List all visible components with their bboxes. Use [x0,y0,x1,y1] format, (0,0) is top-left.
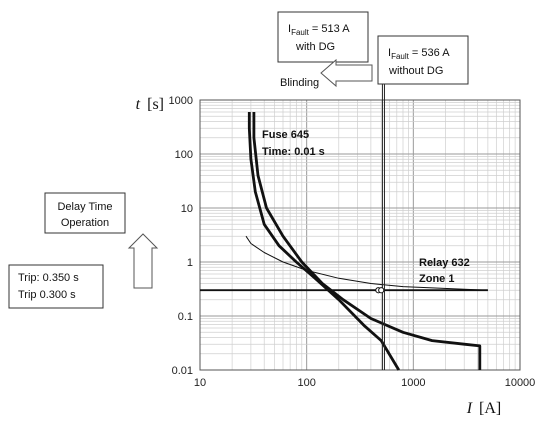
x-axis-title: I [A] [466,400,502,417]
series-fuse-boundary-2 [247,112,401,371]
delay-time-box: Delay Time Operation [44,192,126,234]
fault-label-without-dg-value: = 536 A [409,47,450,59]
fault-label-with-dg-subscript: Fault [291,28,310,37]
x-tick-label: 10 [194,377,206,389]
series-relay-632-zone-1 [245,235,488,291]
intersection-point [378,287,385,294]
trip-line1: Trip: 0.350 s [18,272,79,284]
y-tick-labels: 0.01 0.1 1 10 100 1000 [169,95,193,377]
relay-label: Relay 632 [419,257,470,269]
x-tick-label: 100 [297,377,315,389]
y-tick-label: 10 [181,203,193,215]
x-tick-labels: 10 100 1000 10000 [194,377,535,389]
y-tick-label: 100 [175,149,193,161]
delay-time-line1: Delay Time [57,201,112,213]
trip-box: Trip: 0.350 s Trip 0.300 s [8,264,104,309]
y-tick-label: 0.1 [178,311,193,323]
y-axis-title: t [s] [136,96,164,113]
delay-time-line2: Operation [61,217,109,229]
fault-label-with-dg-value: = 513 A [309,23,350,35]
fault-label-without-dg-line2: without DG [388,65,443,77]
fault-label-without-dg: IFault = 536 A without DG [377,35,469,85]
svg-text:IFault = 536 A: IFault = 536 A [388,47,450,61]
y-axis-symbol: t [136,96,141,113]
fault-label-with-dg: IFault = 513 A with DG [277,11,369,63]
blinding-arrow [320,58,373,88]
grid [200,100,520,370]
y-tick-label: 1 [187,257,193,269]
trip-line2: Trip 0.300 s [18,289,76,301]
fuse-label: Fuse 645 [262,129,309,141]
series-fuse-boundary-1 [252,112,482,370]
svg-text:IFault = 513 A: IFault = 513 A [288,23,350,37]
relay-zone-label: Zone 1 [419,273,454,285]
fault-label-without-dg-subscript: Fault [391,52,410,61]
marker-group [375,62,385,370]
x-tick-label: 1000 [401,377,425,389]
x-tick-label: 10000 [505,377,536,389]
y-tick-label: 0.01 [172,365,193,377]
fault-label-with-dg-line2: with DG [295,41,335,53]
plot-frame [199,99,521,371]
fault-label-without-dg-symbol: I [388,47,391,59]
delay-up-arrow [127,233,159,289]
x-axis-symbol: I [466,400,473,417]
y-axis-unit: [s] [147,96,164,113]
series-group [200,112,488,371]
blinding-label: Blinding [280,77,319,89]
fault-label-with-dg-symbol: I [288,23,291,35]
x-axis-unit: [A] [479,400,501,417]
y-tick-label: 1000 [169,95,193,107]
fuse-time-label: Time: 0.01 s [262,146,325,158]
